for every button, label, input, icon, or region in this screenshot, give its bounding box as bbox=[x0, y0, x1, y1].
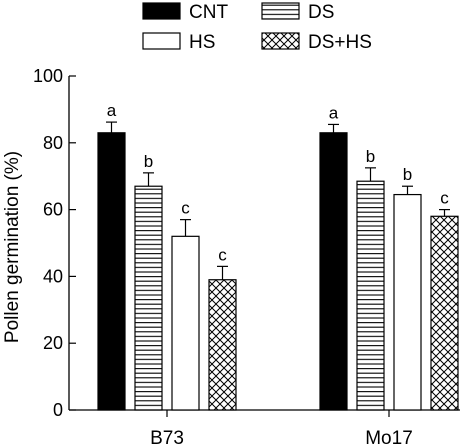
significance-label: c bbox=[218, 245, 227, 264]
legend-swatch bbox=[261, 32, 300, 50]
significance-label: a bbox=[107, 101, 117, 120]
legend-swatch bbox=[261, 2, 300, 20]
bars: a b c c a b b c bbox=[97, 101, 459, 411]
legend-swatch bbox=[142, 32, 181, 50]
y-tick-label: 20 bbox=[43, 333, 63, 353]
y-tick-label: 100 bbox=[33, 66, 63, 86]
x-tick-label: Mo17 bbox=[365, 428, 413, 447]
legend-label: DS+HS bbox=[308, 32, 372, 53]
bar-hs-b73 bbox=[171, 235, 200, 411]
bar-ds-hs-mo17 bbox=[430, 215, 459, 411]
bar-ds-mo17 bbox=[356, 180, 385, 411]
y-tick-label: 0 bbox=[53, 400, 63, 420]
x-tick-label: B73 bbox=[150, 428, 184, 447]
significance-label: b bbox=[403, 165, 412, 184]
significance-label: b bbox=[144, 152, 153, 171]
legend-swatch bbox=[142, 2, 181, 20]
bar-ds-hs-b73 bbox=[208, 279, 237, 411]
bar-ds-b73 bbox=[134, 185, 163, 411]
legend-label: CNT bbox=[189, 2, 228, 23]
y-tick-label: 80 bbox=[43, 133, 63, 153]
legend: CNT DS HS DS+HS bbox=[142, 2, 372, 53]
significance-label: a bbox=[329, 103, 339, 122]
y-tick-label: 40 bbox=[43, 266, 63, 286]
bar-cnt-mo17 bbox=[319, 132, 348, 411]
significance-label: c bbox=[181, 199, 190, 218]
significance-label: b bbox=[366, 147, 375, 166]
y-axis-title: Pollen germination (%) bbox=[2, 151, 23, 343]
axes: 0 20 40 60 80 100 Pollen germination (%) B73 Mo1… bbox=[2, 66, 460, 447]
legend-label: HS bbox=[189, 32, 215, 53]
bar-cnt-b73 bbox=[97, 132, 126, 411]
significance-label: c bbox=[440, 189, 449, 208]
legend-label: DS bbox=[308, 2, 334, 23]
y-tick-label: 60 bbox=[43, 200, 63, 220]
bar-hs-mo17 bbox=[393, 193, 422, 411]
